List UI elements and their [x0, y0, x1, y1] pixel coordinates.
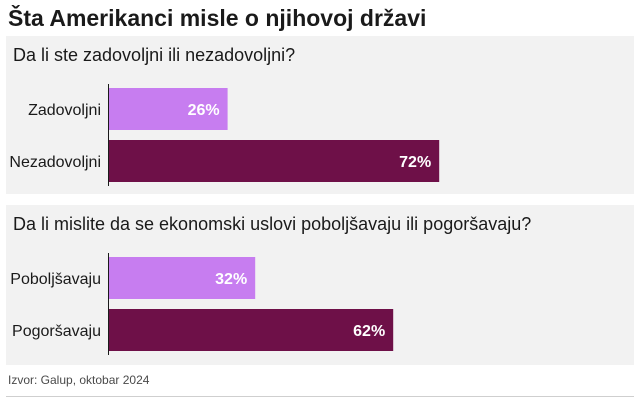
bar-poboljšavaju [108, 257, 256, 299]
divider [6, 396, 634, 397]
data-label: 32% [215, 271, 247, 288]
source-note: Izvor: Galup, oktobar 2024 [8, 373, 150, 387]
chart-panel-economy: Da li mislite da se ekonomski uslovi pob… [6, 205, 634, 365]
category-label: Nezadovoljni [9, 154, 101, 171]
data-label: 72% [399, 154, 431, 171]
data-label: 26% [188, 102, 220, 119]
category-label: Poboljšavaju [10, 271, 101, 288]
bar-nezadovoljni [108, 140, 440, 182]
panel-question: Da li mislite da se ekonomski uslovi pob… [13, 214, 532, 234]
chart-title: Šta Amerikanci misle o njihovoj državi [8, 5, 427, 31]
data-label: 62% [353, 323, 385, 340]
category-label: Pogoršavaju [12, 323, 101, 340]
bar-pogoršavaju [108, 309, 394, 351]
bar-zadovoljni [108, 88, 228, 130]
category-label: Zadovoljni [28, 102, 101, 119]
bar-chart-satisfaction: Zadovoljni 26% Nezadovoljni 72% [9, 84, 440, 186]
bar-chart-economy: Poboljšavaju 32% Pogoršavaju 62% [10, 253, 394, 355]
chart-panel-satisfaction: Da li ste zadovoljni ili nezadovoljni? Z… [6, 36, 634, 194]
panel-question: Da li ste zadovoljni ili nezadovoljni? [13, 45, 296, 65]
